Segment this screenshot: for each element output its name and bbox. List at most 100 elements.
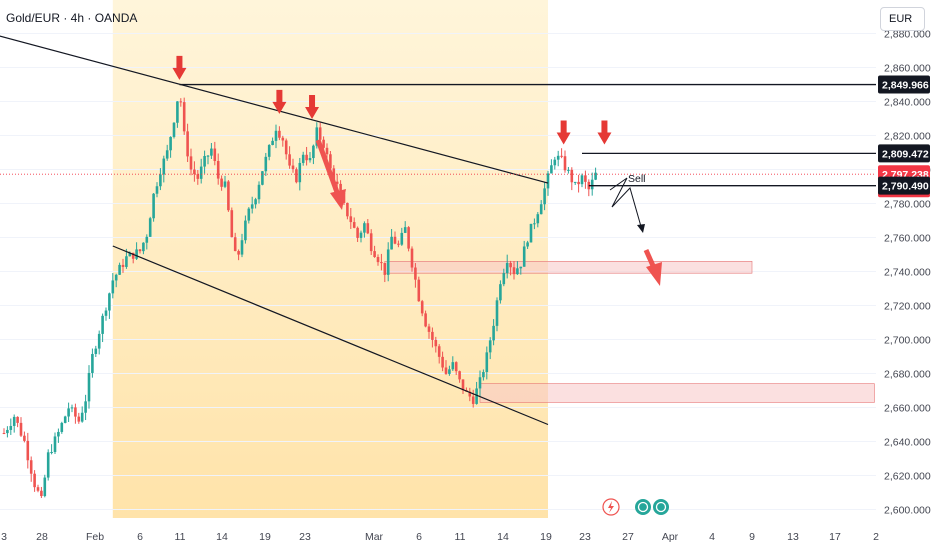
candle-body bbox=[560, 155, 563, 157]
candle-body bbox=[138, 249, 142, 252]
candle-body bbox=[495, 300, 499, 326]
candle-body bbox=[240, 240, 244, 255]
candle-body bbox=[254, 199, 257, 205]
lightning-icon[interactable] bbox=[602, 498, 620, 516]
candle-body bbox=[543, 188, 546, 205]
x-tick-label: 11 bbox=[455, 531, 466, 543]
resistance-price-label: 2,849.966 bbox=[882, 80, 929, 92]
candle-body bbox=[40, 490, 43, 497]
candle-body bbox=[431, 331, 434, 340]
candle-body bbox=[346, 202, 349, 217]
candle-body bbox=[335, 181, 339, 184]
candle-body bbox=[434, 339, 438, 347]
candle-body bbox=[142, 242, 145, 252]
candle-body bbox=[131, 252, 135, 259]
event-icons[interactable] bbox=[602, 498, 669, 516]
x-tick-label: 3 bbox=[1, 531, 7, 543]
candle-body bbox=[363, 223, 366, 233]
candle-body bbox=[386, 249, 390, 275]
candle-body bbox=[526, 242, 529, 247]
candle-body bbox=[376, 257, 380, 263]
candle-body bbox=[169, 136, 172, 151]
candle-body bbox=[155, 186, 159, 194]
candle-body bbox=[315, 127, 319, 146]
candle-body bbox=[471, 396, 475, 404]
projection-path: Sell bbox=[609, 173, 646, 233]
x-tick-label: 2 bbox=[873, 531, 879, 543]
candle-body bbox=[233, 237, 237, 252]
candle-body bbox=[533, 223, 536, 225]
candle-body bbox=[29, 460, 33, 474]
candle-body bbox=[369, 233, 373, 252]
candle-body bbox=[478, 377, 482, 389]
x-tick-label: 6 bbox=[416, 531, 422, 543]
candle-body bbox=[427, 326, 431, 332]
candle-body bbox=[461, 379, 465, 391]
currency-button[interactable]: EUR bbox=[880, 7, 925, 31]
y-tick-label: 2,640.000 bbox=[884, 437, 931, 449]
y-axis: 2,600.000 2,620.000 2,640.000 2,660.000 2,68… bbox=[884, 29, 931, 517]
candle-body bbox=[567, 169, 570, 171]
level-high-price-label-bg bbox=[878, 144, 930, 163]
candle-body bbox=[482, 372, 485, 378]
y-tick-label: 2,840.000 bbox=[884, 97, 931, 109]
candle-body bbox=[410, 248, 414, 268]
candle-body bbox=[19, 422, 23, 436]
channel-line[interactable] bbox=[112, 245, 549, 426]
candle-body bbox=[216, 160, 220, 179]
candle-body bbox=[553, 159, 557, 166]
candle-body bbox=[390, 236, 393, 250]
candle-body bbox=[189, 156, 193, 170]
candle-body bbox=[584, 175, 587, 182]
candle-body bbox=[407, 227, 410, 249]
candle-body bbox=[118, 264, 121, 275]
event-icon[interactable] bbox=[653, 499, 669, 515]
candle-body bbox=[33, 473, 36, 488]
x-axis: 3 28 Feb 6 11 14 19 23 Mar 6 11 14 19 23 27 Apr 4 9 13 17 2 bbox=[1, 531, 879, 543]
candle-body bbox=[366, 223, 370, 234]
peak-arrows bbox=[172, 55, 662, 286]
candle-body bbox=[148, 218, 152, 237]
trend-arrow bbox=[315, 139, 341, 196]
sell-label: Sell bbox=[628, 173, 646, 185]
x-tick-label: 17 bbox=[829, 531, 841, 543]
candle-body bbox=[458, 371, 461, 380]
candle-body bbox=[237, 251, 240, 255]
candle-body bbox=[512, 267, 516, 275]
down-arrow-icon bbox=[597, 120, 612, 145]
channel-line[interactable] bbox=[0, 34, 549, 184]
candle-body bbox=[502, 273, 506, 285]
candle-body bbox=[220, 178, 223, 187]
candle-body bbox=[281, 137, 285, 141]
candle-body bbox=[12, 416, 16, 426]
candle-body bbox=[53, 436, 57, 453]
candle-body bbox=[444, 367, 448, 374]
candle-body bbox=[499, 284, 502, 301]
highlight-band bbox=[112, 0, 549, 518]
candle-body bbox=[63, 416, 67, 423]
trend-lines[interactable] bbox=[0, 34, 876, 426]
candle-body bbox=[36, 487, 40, 491]
x-tick-label: 23 bbox=[299, 531, 311, 543]
x-tick-label: 6 bbox=[137, 531, 143, 543]
candle-body bbox=[101, 315, 104, 334]
candle-body bbox=[172, 122, 176, 137]
candle-body bbox=[80, 412, 84, 422]
y-tick-label: 2,620.000 bbox=[884, 471, 931, 483]
x-tick-label: 23 bbox=[579, 531, 591, 543]
event-icon[interactable] bbox=[635, 499, 651, 515]
candle-body bbox=[274, 130, 278, 141]
candle-body bbox=[77, 416, 81, 422]
candle-body bbox=[441, 356, 444, 368]
candle-body bbox=[539, 204, 543, 215]
candle-body bbox=[352, 222, 356, 228]
candle-body bbox=[519, 266, 523, 269]
candle-body bbox=[325, 147, 329, 155]
candle-body bbox=[488, 340, 492, 353]
candle-body bbox=[278, 130, 281, 138]
down-arrow-icon bbox=[172, 55, 187, 80]
candle-body bbox=[417, 279, 421, 302]
candle-body bbox=[125, 256, 128, 267]
candle-body bbox=[380, 262, 383, 264]
